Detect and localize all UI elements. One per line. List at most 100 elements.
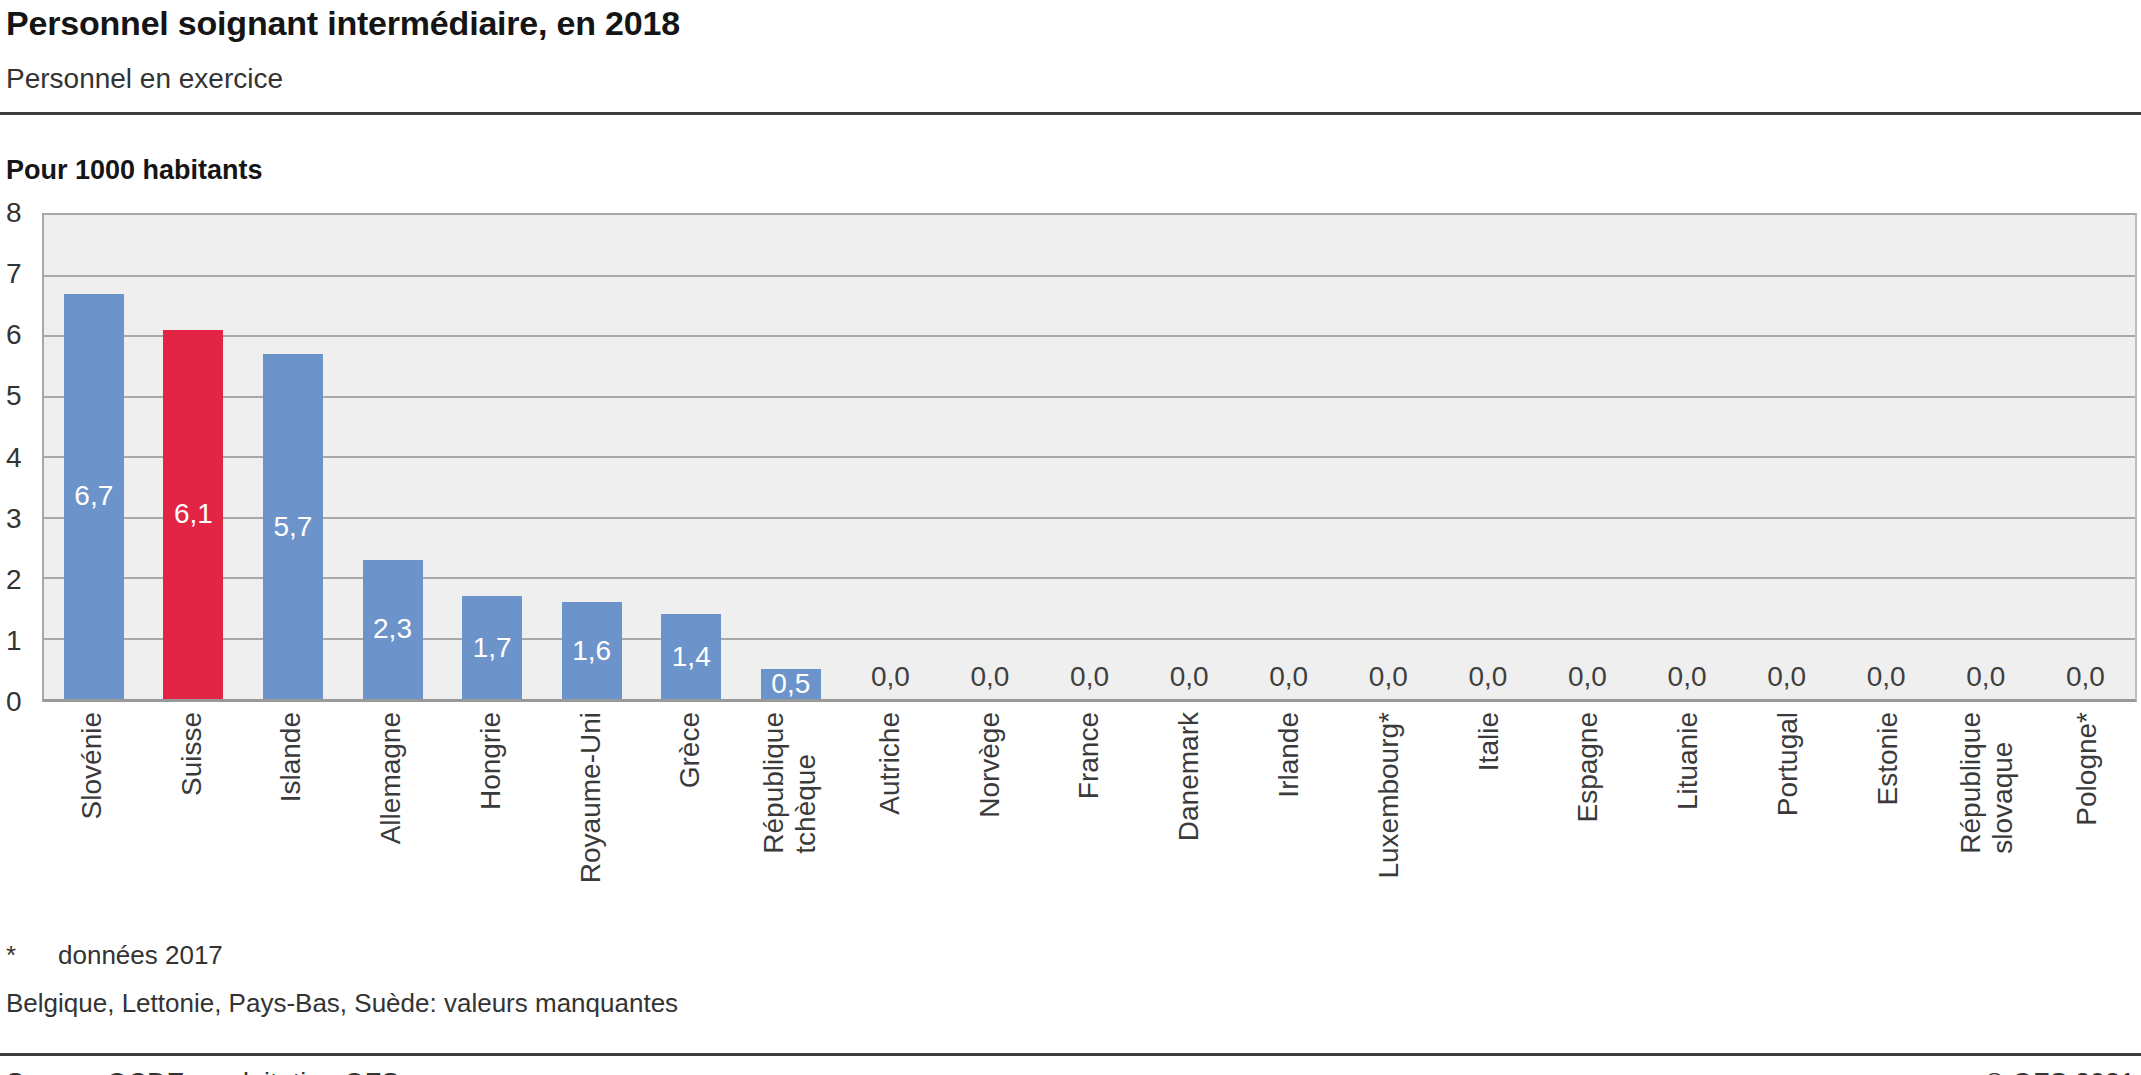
- footnote-missing-values: Belgique, Lettonie, Pays-Bas, Suède: val…: [6, 988, 2141, 1019]
- bar-value-label: 0,5: [771, 670, 810, 698]
- x-category-label: Irlande: [1273, 712, 1305, 798]
- x-category-label: Espagne: [1572, 712, 1604, 823]
- x-label-slot: Suisse: [142, 712, 242, 924]
- x-label-slot: Portugal: [1738, 712, 1838, 924]
- ofs-chart-page: Personnel soignant intermédiaire, en 201…: [0, 0, 2141, 1075]
- y-axis: 012345678: [0, 213, 42, 702]
- bar-value-label-zero: 0,0: [1936, 663, 2036, 691]
- x-label-slot: République slovaque: [1938, 712, 2038, 924]
- x-label-slot: Espagne: [1538, 712, 1638, 924]
- bar-value: 6,7: [64, 294, 124, 699]
- page-title: Personnel soignant intermédiaire, en 201…: [6, 4, 2135, 43]
- bar-value-label: 2,3: [373, 615, 412, 643]
- x-category-label: Grèce: [674, 712, 706, 788]
- x-category-label: Portugal: [1772, 712, 1804, 816]
- bar-slot: 0,0: [940, 215, 1040, 699]
- bar-value-label-zero: 0,0: [1438, 663, 1538, 691]
- x-category-label: Suisse: [176, 712, 208, 796]
- y-tick-0: 0: [6, 688, 22, 716]
- x-axis-labels: Slovénie Suisse IslandeAllemagneHongrie Roy…: [42, 712, 2137, 924]
- chart-header: Personnel soignant intermédiaire, en 201…: [0, 0, 2141, 95]
- x-label-slot: Pologne*: [2037, 712, 2137, 924]
- x-label-slot: Slovénie: [42, 712, 142, 924]
- bar-value-label-zero: 0,0: [1139, 663, 1239, 691]
- bar-slot: 0,0: [1040, 215, 1140, 699]
- bar-slot: 2,3: [343, 215, 443, 699]
- x-label-slot: Luxembourg*: [1339, 712, 1439, 924]
- bar-slot: 0,0: [1239, 215, 1339, 699]
- bar-slot: 0,0: [1339, 215, 1439, 699]
- x-category-label: Autriche: [874, 712, 906, 815]
- bar-value-label-zero: 0,0: [1737, 663, 1837, 691]
- bar-slot: 0,0: [1737, 215, 1837, 699]
- x-category-label: République tchèque: [758, 712, 822, 854]
- bar-value: 2,3: [363, 560, 423, 699]
- x-label-slot: Italie: [1439, 712, 1539, 924]
- x-label-slot: Allemagne: [341, 712, 441, 924]
- x-category-label: Pologne*: [2071, 712, 2103, 826]
- bar-slot: 0,0: [2036, 215, 2136, 699]
- bar-value-label-zero: 0,0: [2036, 663, 2136, 691]
- bar-value-label-zero: 0,0: [1836, 663, 1936, 691]
- bar-value-label: 1,6: [572, 637, 611, 665]
- x-category-label: Lituanie: [1672, 712, 1704, 810]
- bars-container: 6,76,15,72,31,71,61,40,50,00,00,00,00,00…: [44, 215, 2135, 699]
- y-tick-7: 7: [6, 260, 22, 288]
- footnote-star-text: données 2017: [58, 940, 223, 971]
- source-text: Source: OCDE, exploitation OFS: [6, 1068, 399, 1075]
- footnote-star: * données 2017: [6, 940, 2141, 971]
- plot-area: 6,76,15,72,31,71,61,40,50,00,00,00,00,00…: [42, 213, 2137, 702]
- x-label-slot: Irlande: [1239, 712, 1339, 924]
- bar-slot: 1,6: [542, 215, 642, 699]
- x-label-slot: République tchèque: [740, 712, 840, 924]
- x-label-slot: Hongrie: [441, 712, 541, 924]
- bar-slot: 6,1: [144, 215, 244, 699]
- bar-value-label-zero: 0,0: [1339, 663, 1439, 691]
- bar-value-label-zero: 0,0: [1040, 663, 1140, 691]
- bar-value: 1,7: [462, 596, 522, 699]
- bar-value-label-zero: 0,0: [841, 663, 941, 691]
- x-label-slot: Islande: [242, 712, 342, 924]
- x-label-slot: France: [1040, 712, 1140, 924]
- bar-slot: 0,0: [1936, 215, 2036, 699]
- bar-value-label-zero: 0,0: [940, 663, 1040, 691]
- x-label-slot: Autriche: [840, 712, 940, 924]
- bar-slot: 0,0: [1139, 215, 1239, 699]
- bar-slot: 1,7: [442, 215, 542, 699]
- footer: Source: OCDE, exploitation OFS © OFS 202…: [0, 1056, 2141, 1075]
- bar-value: 1,6: [562, 602, 622, 699]
- x-category-label: Estonie: [1872, 712, 1904, 805]
- bar-chart: 012345678 6,76,15,72,31,71,61,40,50,00,0…: [0, 213, 2141, 702]
- x-category-label: Slovénie: [76, 712, 108, 819]
- x-category-label: France: [1073, 712, 1105, 799]
- x-label-slot: Royaume-Uni: [541, 712, 641, 924]
- x-category-label: Norvège: [974, 712, 1006, 818]
- x-category-label: Danemark: [1173, 712, 1205, 841]
- bar-slot: 6,7: [44, 215, 144, 699]
- page-subtitle: Personnel en exercice: [6, 63, 2135, 95]
- bar-value-label: 5,7: [273, 513, 312, 541]
- y-tick-8: 8: [6, 199, 22, 227]
- y-tick-1: 1: [6, 627, 22, 655]
- header-divider: [0, 112, 2141, 115]
- x-category-label: Italie: [1473, 712, 1505, 771]
- copyright-text: © OFS 2021: [1985, 1068, 2135, 1075]
- bar-value-label-zero: 0,0: [1538, 663, 1638, 691]
- x-category-label: Luxembourg*: [1373, 712, 1405, 879]
- bar-slot: 5,7: [243, 215, 343, 699]
- y-tick-5: 5: [6, 382, 22, 410]
- bar-value-label: 6,7: [74, 482, 113, 510]
- bar-value-label-zero: 0,0: [1637, 663, 1737, 691]
- bar-value: 5,7: [263, 354, 323, 699]
- bar-slot: 1,4: [641, 215, 741, 699]
- bar-value-label: 6,1: [174, 500, 213, 528]
- x-category-label: Royaume-Uni: [575, 712, 607, 883]
- y-tick-4: 4: [6, 444, 22, 472]
- bar-slot: 0,5: [741, 215, 841, 699]
- footnotes: * données 2017 Belgique, Lettonie, Pays-…: [6, 940, 2141, 1019]
- bar-slot: 0,0: [1438, 215, 1538, 699]
- bar-slot: 0,0: [1836, 215, 1936, 699]
- x-label-slot: Lituanie: [1638, 712, 1738, 924]
- x-label-slot: Grèce: [641, 712, 741, 924]
- bar-slot: 0,0: [1637, 215, 1737, 699]
